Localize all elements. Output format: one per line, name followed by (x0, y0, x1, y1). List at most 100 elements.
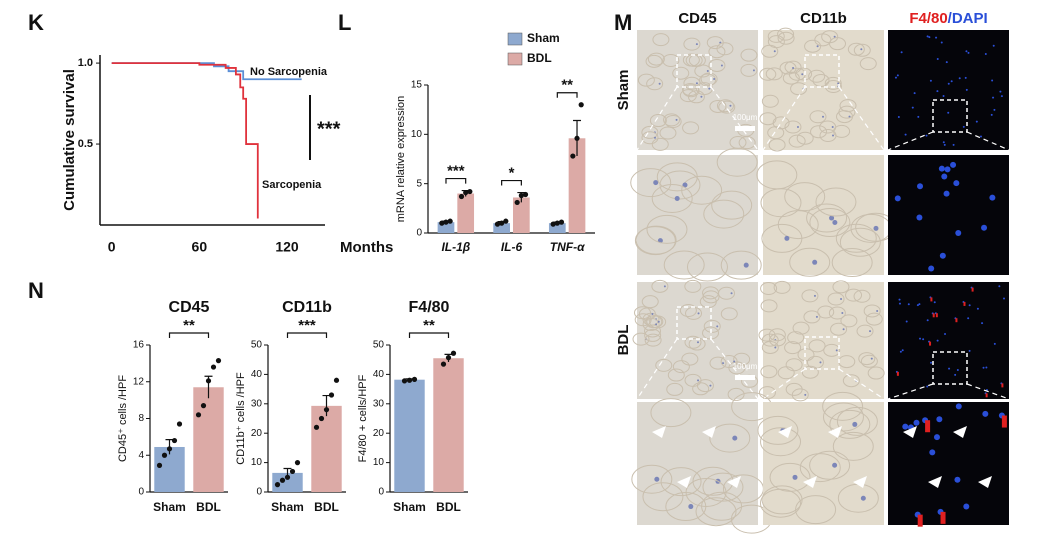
fiber (809, 208, 851, 238)
fiber (686, 252, 728, 282)
fiber (761, 333, 779, 347)
fiber (795, 67, 813, 81)
fiber (684, 335, 702, 349)
fiber (803, 310, 821, 324)
nucleus (933, 434, 940, 441)
macrophage (955, 318, 958, 323)
data-point (171, 437, 178, 444)
nucleus (968, 304, 971, 307)
nucleus (913, 92, 916, 95)
x-tick-label: 0 (108, 239, 116, 255)
x-tick-label: Sham (271, 500, 304, 514)
nucleus (860, 495, 866, 501)
nucleus (815, 315, 818, 318)
data-point (522, 191, 529, 198)
nucleus (989, 194, 996, 201)
fiber (642, 482, 684, 512)
nucleus (905, 320, 908, 323)
fiber (858, 352, 876, 366)
fiber (679, 304, 697, 318)
fiber (765, 67, 783, 81)
nucleus (833, 35, 836, 38)
data-point (161, 452, 168, 458)
fiber (777, 27, 795, 41)
legend-swatch (507, 32, 523, 46)
fiber (784, 120, 802, 134)
nucleus (926, 35, 929, 38)
fiber (767, 35, 785, 49)
nucleus (801, 73, 804, 76)
fiber (799, 453, 841, 483)
row-label: BDL (615, 325, 632, 356)
macrophage (896, 371, 899, 376)
data-point (328, 392, 335, 398)
scale-bar-label: 100μm (733, 362, 758, 371)
zoom-box (676, 306, 712, 340)
fiber (644, 324, 662, 338)
x-tick-label: IL-1β (441, 240, 470, 254)
nucleus (938, 165, 945, 172)
nucleus (654, 476, 660, 482)
fiber (863, 304, 881, 318)
fiber (867, 366, 885, 380)
nucleus (869, 330, 872, 333)
chart-title: CD45 (169, 299, 210, 316)
significance-bracket (286, 332, 328, 338)
data-point (406, 377, 413, 383)
data-point (450, 350, 457, 356)
fiber (646, 77, 664, 91)
nucleus (967, 317, 970, 320)
bar (548, 223, 566, 233)
micrograph (888, 282, 1009, 399)
nucleus (812, 259, 818, 265)
y-tick-label: 50 (373, 340, 385, 351)
y-tick-label: 30 (251, 398, 263, 409)
fiber (819, 120, 837, 134)
fiber (761, 223, 803, 253)
nucleus (688, 504, 694, 510)
fiber (651, 137, 669, 151)
micrograph (888, 402, 1009, 525)
fiber (777, 31, 795, 45)
nucleus (992, 44, 995, 47)
significance: *** (298, 317, 316, 334)
macrophage (1001, 383, 1004, 388)
data-point (279, 477, 286, 483)
bar (568, 138, 586, 233)
zoom-line (636, 86, 759, 151)
arrowhead (803, 476, 817, 488)
fiber (659, 126, 677, 140)
fiber (823, 343, 841, 357)
data-point (518, 192, 524, 199)
nucleus (675, 118, 678, 121)
nucleus (784, 235, 790, 241)
fiber (681, 352, 699, 366)
fiber (824, 76, 842, 90)
fiber (709, 356, 727, 370)
fiber (865, 312, 883, 326)
nucleus (942, 141, 945, 144)
nucleus (911, 106, 914, 109)
fiber (808, 339, 826, 353)
macrophage (925, 420, 931, 433)
data-point (274, 482, 281, 488)
nucleus (700, 95, 703, 98)
nucleus (982, 410, 989, 417)
nucleus (697, 379, 700, 382)
arrowhead (928, 476, 942, 488)
nucleus (975, 120, 978, 123)
y-tick-label: 10 (411, 129, 423, 140)
legend-swatch (507, 52, 523, 66)
nucleus (907, 303, 910, 306)
fiber (703, 319, 721, 333)
nucleus (1003, 297, 1006, 300)
nucleus (651, 312, 654, 315)
fiber (716, 99, 734, 113)
data-point (195, 412, 202, 418)
significance: ** (561, 77, 573, 94)
data-point (463, 189, 469, 196)
nucleus (929, 79, 932, 82)
scale-bar-label: 100μm (733, 113, 758, 122)
micrograph-texture (630, 147, 762, 282)
nucleus (774, 346, 777, 349)
